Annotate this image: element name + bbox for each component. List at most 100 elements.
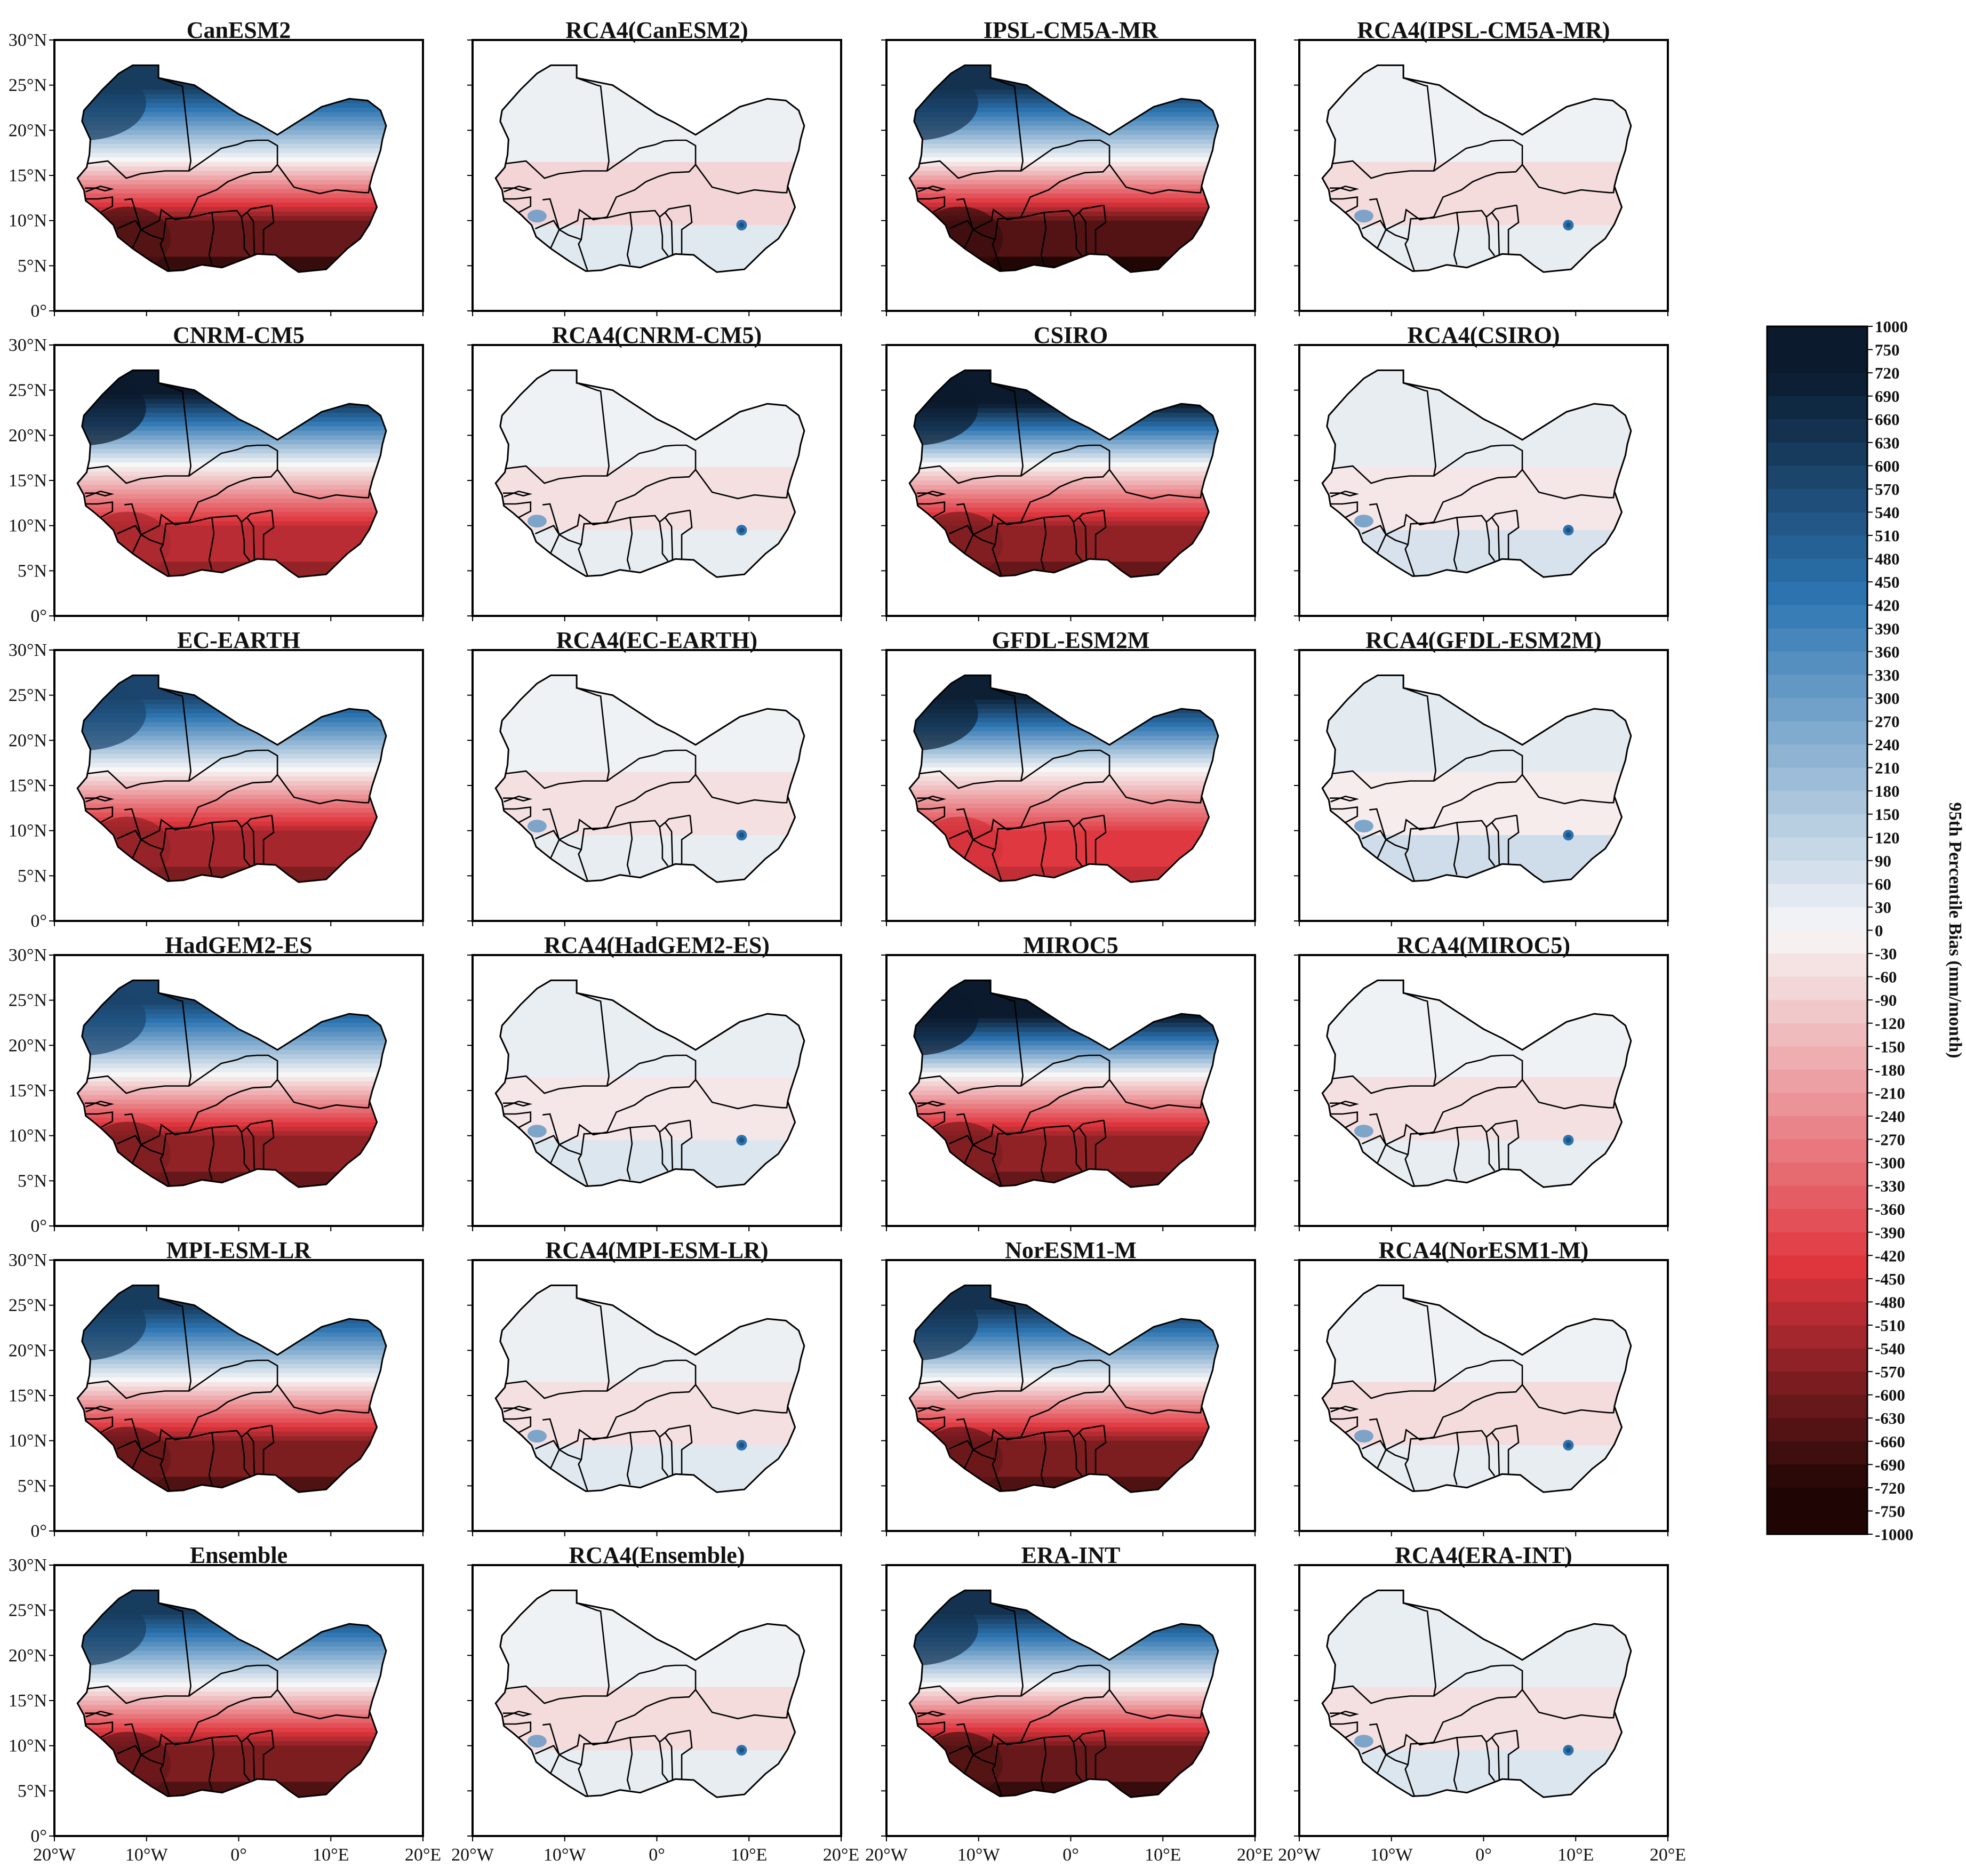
region-outline	[1321, 1284, 1632, 1493]
map-panel: 30°N 25°N 20°N 15°N 10°N 5°N 0° MPI-ESM-LR	[9, 1237, 424, 1541]
country-border	[1485, 1432, 1496, 1477]
colorbar-segment	[1767, 814, 1867, 838]
country-border	[659, 1127, 669, 1172]
lat-tick-label: 0°	[30, 1216, 47, 1236]
colorbar-tick-label: -120	[1875, 1014, 1905, 1033]
country-border	[1522, 469, 1616, 500]
lat-tick-label: 15°N	[9, 166, 47, 186]
colorbar-tick-label: -300	[1875, 1153, 1905, 1172]
map-panel: RCA4(MIROC5)	[1294, 932, 1669, 1231]
country-border	[1330, 806, 1358, 823]
colorbar-segment	[1767, 976, 1867, 1000]
country-border	[917, 806, 946, 823]
colorbar-tick-label: -390	[1875, 1223, 1905, 1242]
colorbar-segment	[1767, 1163, 1867, 1186]
colorbar-segment	[1767, 1487, 1867, 1512]
bias-field	[1322, 675, 1631, 883]
country-border	[542, 139, 697, 231]
lat-tick-label: 15°N	[9, 776, 47, 796]
colorbar-tick-label: -420	[1875, 1246, 1905, 1265]
country-border	[277, 1384, 371, 1415]
country-border	[1040, 1125, 1074, 1180]
country-border	[1330, 1710, 1360, 1718]
map-panel: 30°N 25°N 20°N 15°N 10°N 5°N 0° CNRM-CM5	[9, 322, 424, 626]
panel-title: RCA4(CanESM2)	[565, 17, 748, 43]
country-border	[1330, 1721, 1358, 1738]
country-border	[1404, 822, 1457, 881]
colorbar-segment	[1767, 1116, 1867, 1140]
colorbar-tick-label: -450	[1875, 1270, 1905, 1288]
colorbar-segment	[1767, 1348, 1867, 1372]
colorbar-segment	[1767, 1255, 1867, 1279]
region-outline	[76, 979, 387, 1188]
colorbar-tick-label: -180	[1875, 1061, 1905, 1079]
colorbar-tick-label: 540	[1875, 503, 1900, 522]
lon-tick-label: 20°W	[865, 1845, 908, 1865]
country-border	[1331, 675, 1437, 789]
bias-field	[1322, 65, 1631, 272]
colorbar-segment	[1767, 1185, 1867, 1209]
country-border	[1073, 1432, 1083, 1477]
country-border	[1485, 212, 1496, 256]
country-border	[659, 822, 669, 867]
colorbar-tick-label: 300	[1875, 689, 1900, 708]
map-panel: RCA4(HadGEM2-ES)	[467, 932, 842, 1231]
country-border	[241, 517, 251, 562]
country-border	[262, 205, 275, 254]
map-panel: 20°W 10°W 0° 10°E 20°E RCA4(ERA-INT)	[1278, 1542, 1686, 1865]
country-border	[1377, 1754, 1387, 1774]
country-border	[956, 1664, 1110, 1756]
map-panel: MIROC5	[881, 932, 1256, 1231]
country-border	[917, 1416, 946, 1433]
colorbar-segment	[1767, 698, 1867, 722]
region-outline	[494, 64, 805, 273]
country-border	[262, 1425, 275, 1474]
country-border	[503, 806, 532, 823]
lat-tick-label: 20°N	[9, 1036, 47, 1055]
colorbar-segment	[1767, 1394, 1867, 1419]
lat-tick-label: 30°N	[9, 945, 47, 965]
colorbar-tick-label: -510	[1875, 1316, 1905, 1335]
lon-tick-label: 20°E	[1650, 1845, 1686, 1865]
country-border	[159, 822, 212, 881]
bias-field	[909, 370, 1218, 578]
country-border	[124, 749, 278, 841]
country-border	[1040, 210, 1074, 265]
country-border	[503, 1721, 532, 1738]
country-border	[503, 1416, 532, 1433]
lat-tick-label: 5°N	[18, 1781, 47, 1801]
map-panel: RCA4(GFDL-ESM2M)	[1294, 627, 1669, 926]
country-border	[132, 1449, 142, 1469]
country-border	[85, 1721, 114, 1738]
map-panel: GFDL-ESM2M	[881, 627, 1256, 926]
country-border	[503, 185, 533, 193]
country-border	[124, 139, 278, 231]
bias-field	[77, 1590, 386, 1798]
country-border	[1404, 1432, 1457, 1492]
country-border	[85, 1405, 115, 1413]
country-border	[948, 525, 996, 546]
region-outline	[494, 1284, 805, 1493]
map-panel: RCA4(IPSL-CM5A-MR)	[1294, 17, 1669, 316]
country-border	[1078, 1729, 1104, 1781]
country-border	[1094, 1120, 1107, 1169]
colorbar-tick-label: 1000	[1875, 317, 1908, 336]
colorbar-segment	[1767, 721, 1867, 745]
bias-field	[909, 675, 1218, 883]
lat-tick-label: 0°	[30, 1521, 47, 1541]
country-border	[578, 1432, 630, 1492]
lat-tick-label: 15°N	[9, 1386, 47, 1406]
colorbar-tick-label: 690	[1875, 387, 1900, 406]
country-border	[664, 1424, 690, 1476]
country-border	[85, 490, 115, 498]
country-border	[1109, 1384, 1203, 1415]
lon-tick-label: 10°E	[1145, 1845, 1181, 1865]
map-panel: RCA4(NorESM1-M)	[1294, 1237, 1669, 1536]
country-border	[542, 444, 697, 536]
colorbar-segment	[1767, 837, 1867, 861]
country-border	[124, 1359, 278, 1451]
country-border	[948, 830, 996, 851]
country-border	[1331, 1590, 1437, 1704]
country-border	[262, 815, 275, 864]
panel-title: RCA4(IPSL-CM5A-MR)	[1357, 17, 1610, 43]
